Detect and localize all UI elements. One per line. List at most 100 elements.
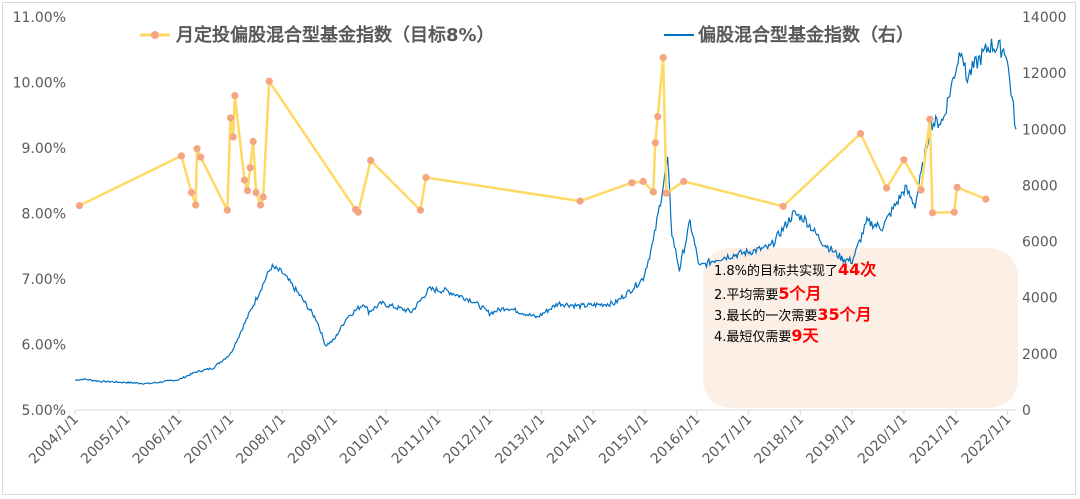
target-point — [252, 188, 260, 197]
target-point — [243, 187, 252, 195]
x-tick-label: 2005/1/1 — [78, 412, 134, 468]
annotation-line: 1.8%的目标共实现了44次 — [714, 260, 876, 279]
legend-label-index: 偏股混合型基金指数（右） — [698, 24, 914, 46]
target-point — [354, 208, 362, 216]
y-left-tick-label: 6.00% — [22, 338, 66, 354]
annotation-lines: 1.8%的目标共实现了44次 2.平均需要5个月 3.最长的一次需要35个月 4.最短… — [714, 260, 876, 345]
target-point — [926, 115, 934, 123]
legend: 月定投偏股混合型基金指数（目标8%） 偏股混合型基金指数（右） — [140, 24, 914, 46]
legend-label-target: 月定投偏股混合型基金指数（目标8%） — [175, 24, 495, 46]
target-point — [192, 201, 200, 209]
annotation-line-text: 3.最长的一次需要 — [714, 308, 817, 324]
y-right-tick-label: 12000 — [1022, 66, 1067, 82]
legend-item-index: 偏股混合型基金指数（右） — [664, 24, 914, 46]
target-series — [75, 54, 990, 217]
target-point — [950, 208, 958, 216]
y-left-tick-label: 8.00% — [22, 207, 66, 223]
target-point — [229, 133, 237, 141]
annotation-line-highlight: 35个月 — [817, 305, 871, 324]
target-point — [223, 206, 231, 214]
y-left-tick-label: 10.00% — [13, 76, 66, 92]
index-series-line — [74, 38, 1017, 385]
x-tick-label: 2006/1/1 — [130, 412, 186, 468]
target-point — [680, 177, 688, 185]
y-right-tick-label: 0 — [1022, 403, 1031, 419]
x-tick-labels: 2004/1/12005/1/12006/1/12007/1/12008/1/1… — [26, 410, 1014, 467]
target-point — [75, 202, 83, 210]
y-right-tick-labels: 0 2000 4000 6000 8000 10000 12000 14000 — [1022, 10, 1067, 419]
target-point — [177, 152, 185, 160]
index-series — [74, 38, 1017, 385]
annotation-line: 3.最长的一次需要35个月 — [714, 305, 872, 324]
target-point — [187, 188, 196, 197]
annotation-box — [703, 248, 1018, 408]
y-left-tick-labels: 5.00% 6.00% 7.00% 8.00% 9.00% 10.00% 11.00% — [13, 10, 66, 419]
target-point — [856, 130, 865, 138]
x-tick-label: 2018/1/1 — [751, 412, 807, 468]
target-point — [256, 201, 265, 209]
target-point — [651, 139, 659, 147]
target-point — [639, 177, 647, 185]
target-point — [226, 114, 235, 122]
target-point — [953, 183, 961, 191]
target-point — [259, 193, 267, 201]
annotation-background — [703, 248, 1018, 408]
target-point — [193, 145, 201, 153]
x-tick-label: 2022/1/1 — [959, 412, 1015, 468]
y-left-tick-label: 7.00% — [22, 272, 66, 288]
target-point — [416, 206, 424, 214]
x-tick-label: 2009/1/1 — [285, 412, 341, 468]
x-tick-label: 2007/1/1 — [182, 412, 238, 468]
x-tick-label: 2017/1/1 — [700, 412, 756, 468]
x-tick-label: 2013/1/1 — [492, 412, 548, 468]
target-point — [917, 186, 925, 194]
target-point — [659, 54, 667, 62]
target-point — [240, 176, 249, 184]
annotation-line-highlight: 44次 — [838, 260, 876, 279]
annotation-line: 4.最短仅需要9天 — [714, 326, 820, 345]
annotation-line-text: 1.8%的目标共实现了 — [714, 263, 838, 279]
target-point — [883, 184, 891, 192]
target-series-line — [78, 56, 987, 215]
y-right-tick-label: 4000 — [1022, 291, 1058, 307]
target-point — [367, 156, 375, 164]
x-tick-label: 2008/1/1 — [233, 412, 289, 468]
legend-swatch-target-marker — [151, 31, 159, 39]
x-tick-label: 2011/1/1 — [389, 412, 445, 468]
target-point — [982, 195, 990, 203]
x-tick-label: 2021/1/1 — [907, 412, 963, 468]
y-right-tick-label: 6000 — [1022, 235, 1058, 251]
target-point — [779, 202, 787, 210]
x-tick-label: 2014/1/1 — [544, 412, 600, 468]
y-left-tick-label: 11.00% — [13, 10, 66, 26]
annotation-line-highlight: 5个月 — [778, 284, 821, 303]
target-point — [900, 156, 908, 164]
annotation-line-highlight: 9天 — [791, 326, 819, 345]
target-point — [422, 173, 430, 182]
target-point — [197, 153, 205, 161]
annotation-line-text: 2.平均需要 — [714, 288, 778, 303]
target-point — [576, 197, 584, 205]
x-tick-label: 2010/1/1 — [337, 412, 393, 468]
target-point — [246, 164, 254, 172]
legend-item-target: 月定投偏股混合型基金指数（目标8%） — [140, 24, 495, 46]
target-point — [231, 92, 239, 100]
x-tick-label: 2019/1/1 — [803, 412, 859, 468]
target-point — [265, 77, 273, 85]
target-point — [662, 189, 671, 197]
annotation-line-text: 4.最短仅需要 — [714, 330, 791, 345]
x-tick-label: 2020/1/1 — [855, 412, 911, 468]
y-right-tick-label: 2000 — [1022, 347, 1058, 363]
target-point — [249, 137, 257, 146]
annotation-line: 2.平均需要5个月 — [714, 284, 822, 303]
x-tick-label: 2015/1/1 — [596, 412, 652, 468]
target-point — [628, 179, 636, 187]
target-point — [649, 188, 657, 196]
x-tick-label: 2004/1/1 — [26, 412, 82, 468]
target-point — [654, 113, 662, 121]
x-tick-label: 2016/1/1 — [648, 412, 704, 468]
y-right-tick-label: 8000 — [1022, 178, 1058, 194]
y-right-tick-label: 14000 — [1022, 10, 1067, 26]
